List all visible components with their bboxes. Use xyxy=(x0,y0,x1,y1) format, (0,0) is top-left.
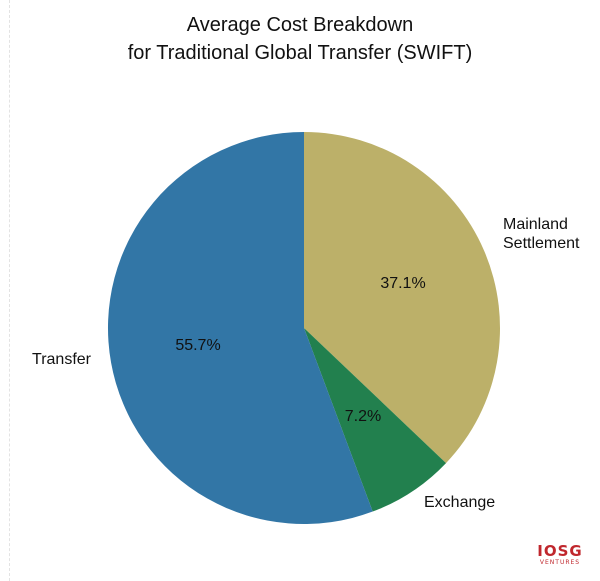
iosg-logo: IOSG VENTURES xyxy=(531,543,589,567)
slice-value-label-exchange: 7.2% xyxy=(345,408,381,425)
logo-main-text: IOSG xyxy=(531,543,589,559)
slice-name-label-transfer: Transfer xyxy=(32,351,92,368)
slice-value-label-transfer: 55.7% xyxy=(175,337,220,354)
logo-sub-text: VENTURES xyxy=(531,559,589,567)
slice-name-label-exchange: Exchange xyxy=(424,494,495,511)
slice-value-label-mainland-settlement: 37.1% xyxy=(380,275,425,292)
slice-name-label-mainland-settlement: Mainland Settlement xyxy=(503,216,580,252)
